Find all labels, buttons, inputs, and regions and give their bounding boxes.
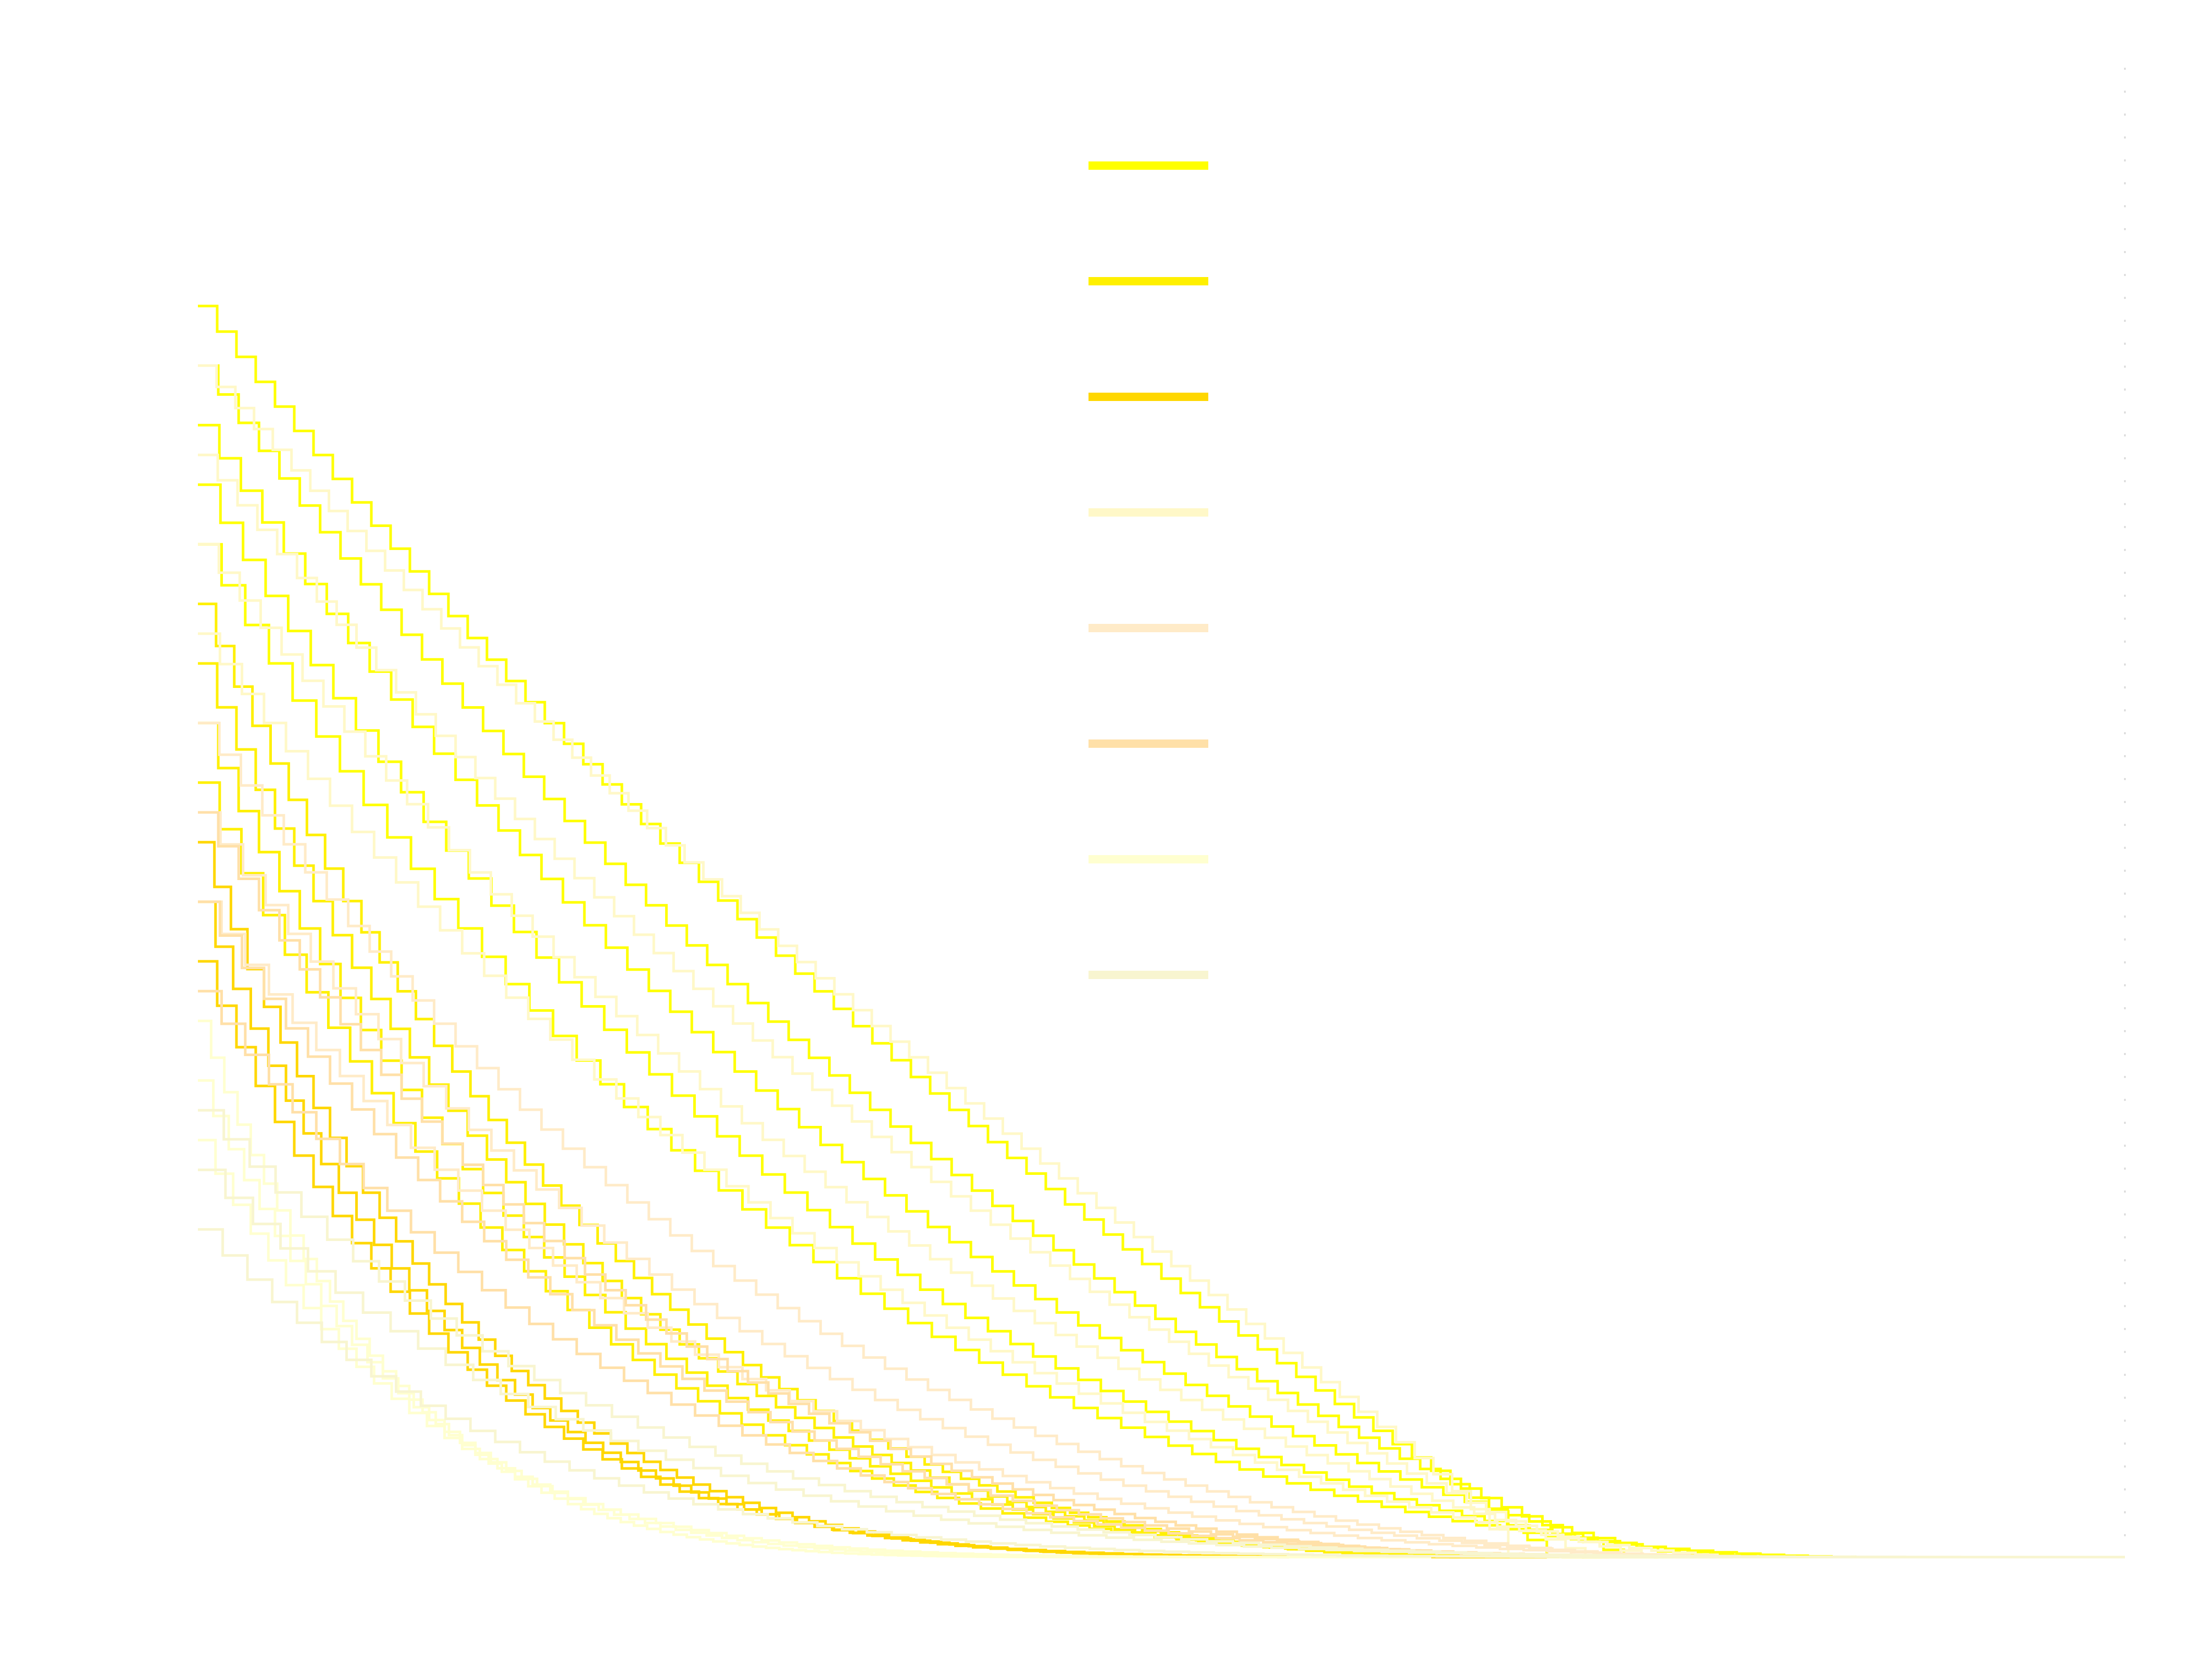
series-5-curve-1 — [198, 721, 1703, 1558]
series-8 — [198, 1109, 2125, 1559]
series-7 — [198, 1019, 1431, 1559]
series-5-curve-2 — [198, 811, 1780, 1559]
series-4 — [198, 364, 1741, 1558]
series-1-curve-3 — [198, 423, 1703, 1557]
series-5 — [198, 721, 1855, 1559]
series-4-curve-4 — [198, 632, 1741, 1558]
plot-area — [198, 68, 2126, 1559]
series-4-curve-3 — [198, 543, 1664, 1557]
series-1-curve-1 — [198, 305, 1548, 1557]
series-7-curve-3 — [198, 1138, 1431, 1559]
series-1-curve-2 — [198, 364, 1625, 1557]
series-4-curve-2 — [198, 454, 1587, 1557]
series-7-curve-1 — [198, 1019, 1123, 1559]
series-5-curve-3 — [198, 900, 1855, 1559]
series-8-curve-3 — [198, 1228, 1932, 1559]
series-4-curve-1 — [198, 364, 1510, 1557]
legend — [1089, 161, 1208, 979]
series-1-curve-5 — [198, 543, 1857, 1559]
